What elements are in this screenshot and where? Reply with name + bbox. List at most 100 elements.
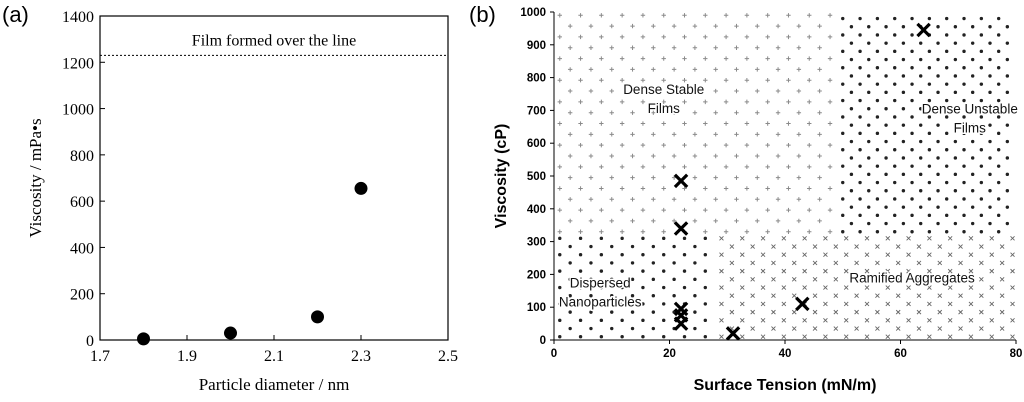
region-marker-dot	[875, 180, 880, 185]
x-tick-label: 1.7	[90, 348, 110, 365]
region-marker-cross	[937, 244, 943, 249]
region-marker-plus	[619, 142, 625, 148]
region-marker-dot	[996, 180, 1001, 185]
region-marker-cross	[802, 285, 807, 290]
region-marker-plus	[557, 34, 562, 40]
region-marker-cross	[791, 277, 797, 282]
x-tick-label: 2.1	[264, 348, 284, 365]
region-marker-plus	[796, 218, 802, 224]
region-marker-plus	[567, 23, 573, 29]
region-marker-plus	[682, 164, 687, 170]
region-marker-dot	[875, 148, 880, 152]
region-marker-plus	[640, 99, 646, 105]
region-marker-dot	[578, 335, 583, 339]
region-marker-dot	[988, 25, 992, 29]
region-marker-cross	[958, 309, 963, 315]
region-marker-dot	[875, 115, 880, 119]
region-marker-dot	[910, 164, 914, 168]
region-marker-dot	[970, 74, 975, 78]
region-marker-dot	[936, 123, 940, 127]
region-marker-dot	[893, 82, 897, 86]
panel-a-label: (a)	[2, 2, 29, 27]
region-marker-dot	[1005, 139, 1010, 144]
region-marker-dot	[867, 205, 871, 209]
region-marker-cross	[791, 309, 797, 315]
region-marker-cross	[739, 285, 745, 290]
region-marker-plus	[786, 78, 791, 83]
region-marker-cross	[833, 293, 839, 299]
region-marker-plus	[671, 23, 677, 29]
region-marker-dot	[1005, 221, 1010, 226]
region-marker-cross	[947, 252, 953, 258]
region-marker-cross	[895, 277, 901, 282]
region-marker-dot	[620, 318, 624, 323]
experimental-point	[673, 221, 689, 236]
region-marker-plus	[640, 13, 646, 18]
region-marker-cross	[947, 301, 953, 307]
region-marker-dot	[945, 131, 949, 136]
region-marker-plus	[807, 142, 812, 148]
region-marker-dot	[953, 221, 958, 226]
region-marker-cross	[864, 334, 870, 340]
region-marker-plus	[661, 99, 666, 105]
region-marker-plus	[775, 218, 781, 224]
region-marker-plus	[630, 67, 635, 72]
region-marker-dot	[910, 180, 914, 185]
region-marker-cross	[750, 293, 755, 299]
region-marker-plus	[765, 34, 770, 40]
region-marker-cross	[843, 268, 849, 274]
region-marker-dot	[875, 197, 880, 201]
region-marker-dot	[875, 131, 880, 136]
region-marker-plus	[588, 88, 594, 94]
region-marker-cross	[999, 244, 1005, 249]
region-marker-plus	[827, 207, 833, 213]
region-marker-plus	[682, 34, 687, 40]
region-marker-dot	[858, 230, 862, 234]
x-tick-label: 40	[779, 348, 792, 360]
region-marker-dot	[849, 74, 854, 78]
region-marker-dot	[703, 285, 708, 290]
region-marker-plus	[671, 132, 677, 137]
region-marker-dot	[1005, 107, 1010, 111]
region-marker-plus	[567, 132, 573, 137]
region-marker-cross	[823, 285, 828, 290]
region-marker-dot	[849, 172, 854, 177]
region-marker-plus	[765, 99, 770, 105]
region-marker-dot	[610, 310, 614, 314]
region-marker-dot	[599, 236, 604, 241]
region-marker-cross	[895, 293, 901, 299]
region-marker-plus	[692, 88, 698, 94]
region-marker-plus	[609, 67, 614, 72]
region-marker-cross	[823, 236, 828, 241]
region-marker-cross	[968, 318, 974, 323]
region-marker-plus	[765, 229, 770, 234]
region-marker-cross	[947, 285, 953, 290]
region-marker-dot	[936, 90, 940, 95]
region-marker-cross	[833, 244, 839, 249]
region-marker-plus	[651, 67, 656, 72]
region-marker-plus	[734, 67, 739, 72]
region-marker-dot	[662, 318, 666, 323]
region-marker-dot	[641, 335, 645, 339]
region-marker-cross	[719, 318, 724, 323]
region-marker-dot	[875, 164, 880, 168]
region-marker-cross	[947, 236, 953, 241]
region-marker-dot	[919, 74, 923, 78]
region-marker-cross	[823, 301, 828, 307]
region-marker-cross	[1010, 301, 1015, 307]
region-marker-cross	[885, 252, 891, 258]
region-marker-plus	[567, 153, 573, 159]
region-marker-plus	[661, 186, 666, 191]
region-marker-dot	[620, 236, 624, 241]
region-marker-dot	[672, 244, 676, 249]
region-marker-dot	[589, 244, 593, 249]
region-marker-dot	[953, 74, 958, 78]
region-marker-dot	[682, 285, 687, 290]
region-marker-dot	[703, 318, 708, 323]
region-marker-plus	[661, 207, 666, 213]
region-marker-plus	[744, 207, 750, 213]
region-marker-plus	[713, 88, 718, 94]
region-marker-cross	[1010, 268, 1015, 274]
region-marker-dot	[910, 82, 914, 86]
region-marker-plus	[734, 197, 739, 202]
